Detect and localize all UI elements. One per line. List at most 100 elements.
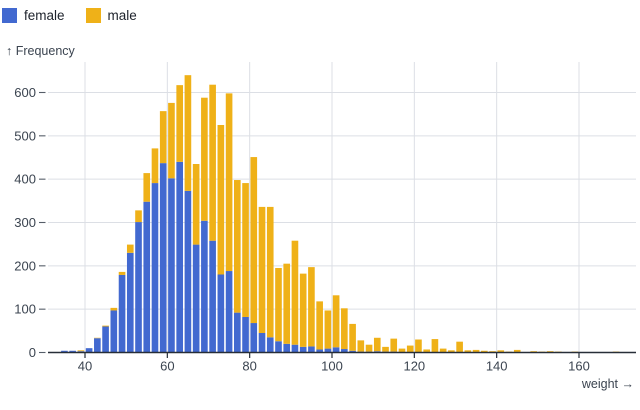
bar-male: [110, 307, 118, 311]
x-tick-label: 60: [160, 359, 174, 374]
bar-female: [266, 337, 274, 353]
bar-male: [242, 183, 249, 317]
bar-male: [159, 111, 167, 164]
bar-female: [135, 222, 142, 353]
bar-male: [275, 268, 282, 342]
y-tick-label: 0: [29, 345, 36, 360]
x-tick-label: 100: [321, 359, 343, 374]
bar-male: [266, 206, 274, 338]
bar-female: [225, 271, 233, 353]
bar-male: [201, 97, 208, 221]
bar-male: [406, 345, 414, 353]
bar-male: [316, 301, 323, 350]
bar-male: [176, 85, 183, 162]
bar-male: [192, 164, 200, 245]
bar-female: [151, 183, 159, 353]
x-axis: 40 60 80 100 120 140 160 weight →: [48, 351, 636, 391]
bar-female: [341, 349, 348, 353]
y-tick-label: 100: [14, 302, 36, 317]
female-swatch-icon: [2, 8, 17, 23]
bar-male: [258, 206, 266, 333]
bar-female: [283, 343, 291, 353]
bar-male: [102, 325, 109, 327]
bar-female: [291, 344, 299, 353]
bar-male: [283, 263, 291, 344]
bar-female: [159, 163, 167, 353]
bar-male: [398, 348, 406, 353]
bar-female: [209, 240, 216, 353]
bar-male: [464, 350, 472, 353]
bar-male: [481, 350, 488, 353]
bar-male: [291, 240, 299, 345]
bar-male: [135, 210, 142, 223]
bar-male: [415, 339, 422, 353]
bar-female: [118, 274, 126, 353]
bar-female: [94, 338, 101, 353]
bar-male: [382, 346, 389, 352]
x-tick-label: 80: [242, 359, 256, 374]
bar-female: [242, 316, 249, 353]
bar-male: [390, 338, 398, 352]
bar-female: [168, 178, 175, 353]
bar-female: [258, 333, 266, 353]
bar-female: [316, 349, 323, 353]
bar-female: [324, 348, 332, 353]
bar-female: [308, 346, 315, 353]
bar-male: [341, 308, 348, 350]
y-axis: 0 100 200 300 400 500 600: [14, 85, 46, 360]
bar-male: [184, 75, 192, 191]
bar-female: [69, 350, 76, 353]
legend-label-male: male: [107, 8, 137, 23]
bar-male: [472, 349, 480, 353]
bar-male: [299, 273, 307, 347]
y-tick-label: 500: [14, 128, 36, 143]
bar-female: [61, 350, 68, 353]
bar-female: [299, 346, 307, 353]
bar-male: [250, 157, 258, 324]
x-tick-label: 160: [568, 359, 590, 374]
bar-male: [217, 125, 225, 275]
y-tick-label: 200: [14, 258, 36, 273]
bar-male: [118, 271, 126, 275]
bar-male: [373, 337, 381, 352]
bar-male: [324, 310, 332, 349]
bar-female: [192, 244, 200, 353]
bar-male: [349, 323, 356, 351]
bar-male: [365, 344, 373, 352]
x-tick-label: 40: [78, 359, 92, 374]
bar-male: [234, 180, 241, 313]
bar-male: [431, 339, 439, 353]
bar-male: [209, 84, 216, 241]
bar-male: [456, 341, 463, 353]
bar-male: [77, 350, 85, 352]
bar-male: [439, 348, 447, 353]
bar-female: [126, 252, 134, 353]
legend: female male: [2, 8, 137, 23]
legend-label-female: female: [24, 8, 65, 23]
bar-male: [308, 267, 315, 347]
bar-female: [201, 220, 208, 353]
bar-male: [126, 244, 134, 253]
bar-female: [349, 350, 356, 353]
bar-female: [234, 312, 241, 353]
x-axis-title: weight →: [581, 377, 634, 391]
bar-male: [497, 350, 505, 353]
bar-male: [513, 349, 521, 353]
bar-female: [184, 190, 192, 353]
bar-female: [275, 341, 282, 353]
bar-male: [423, 349, 430, 353]
bar-male: [225, 93, 233, 272]
y-axis-title: ↑ Frequency: [6, 44, 75, 58]
x-tick-label: 120: [403, 359, 425, 374]
bar-female: [85, 348, 93, 353]
bar-male: [168, 102, 175, 179]
bar-female: [110, 310, 118, 353]
y-tick-label: 400: [14, 172, 36, 187]
bar-male: [143, 173, 151, 202]
y-tick-label: 300: [14, 215, 36, 230]
legend-item-male: male: [85, 8, 137, 23]
bars: [52, 75, 620, 353]
bar-female: [250, 323, 258, 353]
